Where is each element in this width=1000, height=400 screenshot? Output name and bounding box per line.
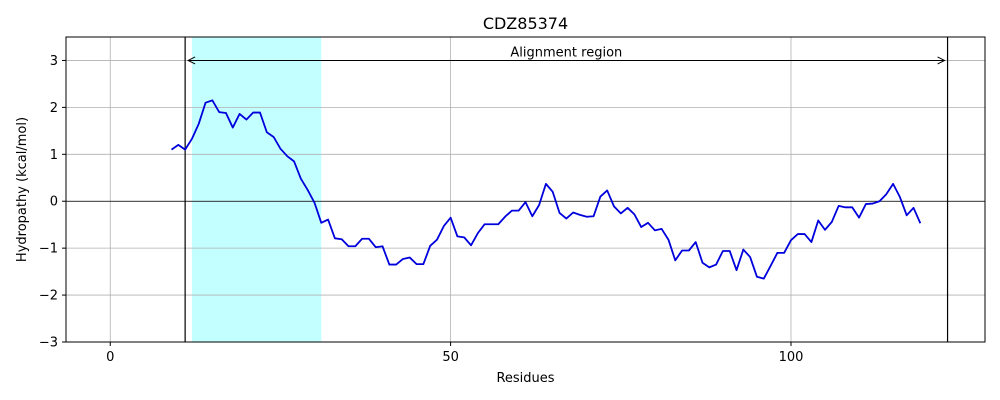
alignment-arrow-head-left [187,56,196,65]
x-tick-label: 50 [442,350,459,365]
x-axis-ticks: 0 50 100 [106,342,803,365]
y-tick-label: 1 [50,148,58,163]
y-tick-label: −2 [39,289,58,304]
highlight-region [191,37,322,342]
y-axis-ticks: −3 −2 −1 0 1 2 3 [39,54,66,351]
x-tick-label: 100 [779,350,804,365]
y-tick-label: 3 [50,54,58,69]
series-layer [170,99,922,280]
y-tick-label: 2 [50,101,58,116]
plot-frame [65,36,986,343]
y-tick-label: −1 [39,242,58,257]
reference-lines [66,37,985,342]
y-tick-label: 0 [50,195,58,210]
alignment-region-label: Alignment region [510,45,622,60]
annotation-layer: Alignment region [187,45,946,65]
plot-border [65,36,986,343]
x-tick-label: 0 [106,350,114,365]
alignment-arrow-head-right [937,56,946,65]
hydropathy-series-line [170,99,922,280]
y-axis-label: Hydropathy (kcal/mol) [15,117,30,262]
chart-title: CDZ85374 [483,14,568,33]
y-tick-label: −3 [39,336,58,351]
x-axis-label: Residues [496,371,554,386]
highlight-layer [191,37,322,342]
